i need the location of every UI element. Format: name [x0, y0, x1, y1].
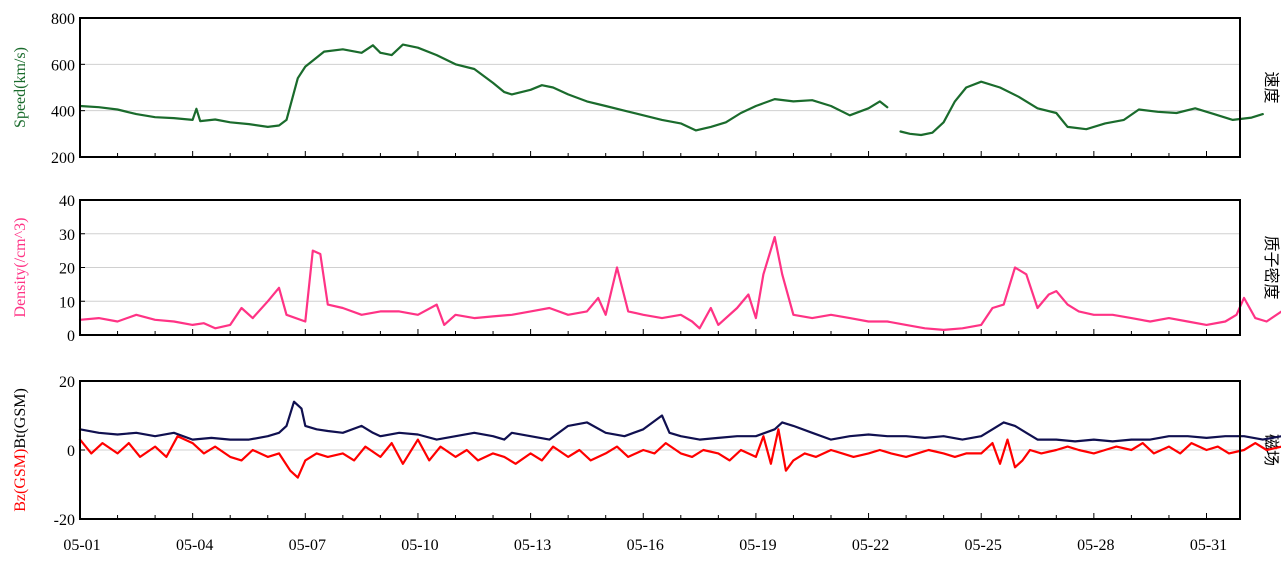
- y-tick-label: 30: [59, 227, 75, 244]
- series-line-0-0: [78, 43, 889, 132]
- x-tick-label: 05-07: [289, 537, 326, 554]
- x-tick-label: 05-16: [627, 537, 664, 554]
- y-axis-label: Speed(km/s): [12, 47, 29, 128]
- series-line-1: [78, 428, 1281, 479]
- y-tick-label: 20: [59, 261, 75, 278]
- y-tick-label: 800: [51, 11, 75, 28]
- x-tick-label: 05-04: [176, 537, 213, 554]
- y-tick-label: 40: [59, 193, 75, 210]
- y-tick-label: 600: [51, 57, 75, 74]
- series-line-0: [78, 236, 1281, 331]
- y-axis-label-part: Bz(GSM): [12, 449, 29, 512]
- y-tick-label: 400: [51, 104, 75, 121]
- y-axis-label: Density(/cm^3): [12, 218, 29, 318]
- y-axis-label-part: Bt(GSM): [12, 388, 29, 448]
- x-tick-label: 05-31: [1190, 537, 1227, 554]
- x-tick-label: 05-10: [401, 537, 438, 554]
- x-tick-label: 05-28: [1077, 537, 1114, 554]
- x-tick-label: 05-22: [852, 537, 889, 554]
- y-tick-label: -20: [54, 512, 75, 529]
- plot-frame: [79, 380, 1241, 520]
- panel-right-label: 质子密度: [1262, 235, 1281, 299]
- y-tick-label: 200: [51, 150, 75, 167]
- x-tick-label: 05-25: [965, 537, 1002, 554]
- plot-frame: [79, 17, 1241, 158]
- panel-right-label: 速度: [1262, 71, 1281, 103]
- series-line-0: [78, 400, 1281, 443]
- x-tick-label: 05-01: [63, 537, 100, 554]
- x-tick-label: 05-13: [514, 537, 551, 554]
- y-tick-label: 0: [67, 443, 75, 460]
- plot-frame: [79, 199, 1241, 336]
- y-tick-label: 0: [67, 328, 75, 345]
- series-line-0-1: [899, 80, 1264, 137]
- x-tick-label: 05-19: [739, 537, 776, 554]
- y-axis-label: Bz(GSM)Bt(GSM): [12, 388, 29, 512]
- panel-1: 0 10 20 30 40 Density(/cm^3) 质子密度: [12, 193, 1281, 345]
- panel-0: 200 400 600 800 Speed(km/s) 速度: [12, 11, 1281, 167]
- y-tick-label: 10: [59, 294, 75, 311]
- y-tick-label: 20: [59, 374, 75, 391]
